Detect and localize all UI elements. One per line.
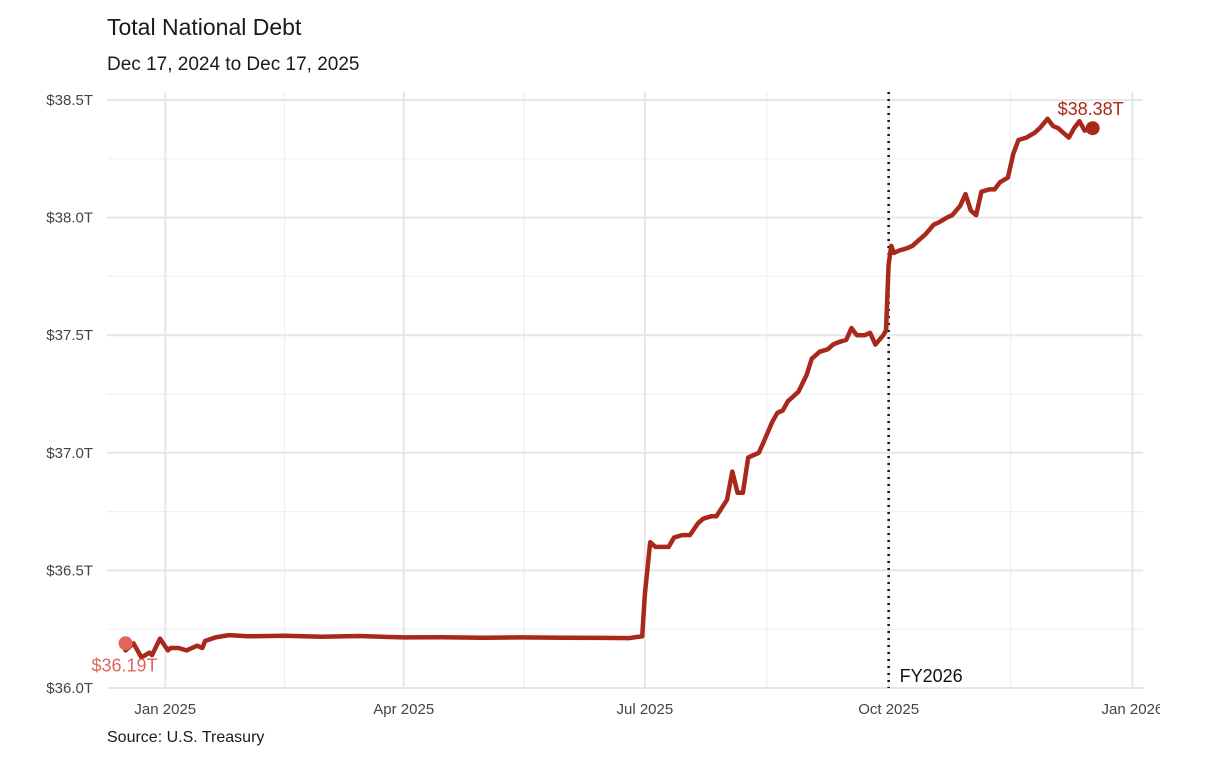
chart-subtitle: Dec 17, 2024 to Dec 17, 2025 <box>107 54 360 75</box>
chart-title: Total National Debt <box>107 14 302 40</box>
end-point <box>1085 121 1100 136</box>
x-tick-label: Oct 2025 <box>858 701 919 718</box>
x-axis: Jan 2025 Apr 2025 Jul 2025 Oct 2025 Jan 2026 <box>134 701 1164 718</box>
x-tick-label: Jul 2025 <box>617 701 674 718</box>
start-value-label: $36.19T <box>92 655 158 675</box>
y-tick-label: $37.0T <box>46 445 93 462</box>
y-tick-label: $36.5T <box>46 562 93 579</box>
debt-series-line <box>123 116 1095 660</box>
fy2026-label: FY2026 <box>900 666 963 686</box>
y-tick-label: $38.0T <box>46 210 93 227</box>
y-tick-label: $36.0T <box>46 680 93 697</box>
grid-major <box>107 92 1143 689</box>
annotation-layer: $36.19T $38.38T <box>92 99 1124 675</box>
y-axis: $36.0T $36.5T $37.0T $37.5T $38.0T $38.5T <box>46 92 93 697</box>
fy2026-marker: FY2026 <box>887 92 963 688</box>
grid-minor <box>107 92 1143 688</box>
x-tick-label: Jan 2025 <box>134 701 196 718</box>
x-tick-label: Jan 2026 <box>1102 701 1164 718</box>
series-layer <box>123 116 1095 660</box>
y-tick-label: $37.5T <box>46 327 93 344</box>
y-tick-label: $38.5T <box>46 92 93 109</box>
end-value-label: $38.38T <box>1058 99 1124 119</box>
start-point <box>118 636 133 651</box>
x-tick-label: Apr 2025 <box>373 701 434 718</box>
chart-caption: Source: U.S. Treasury <box>107 729 265 746</box>
